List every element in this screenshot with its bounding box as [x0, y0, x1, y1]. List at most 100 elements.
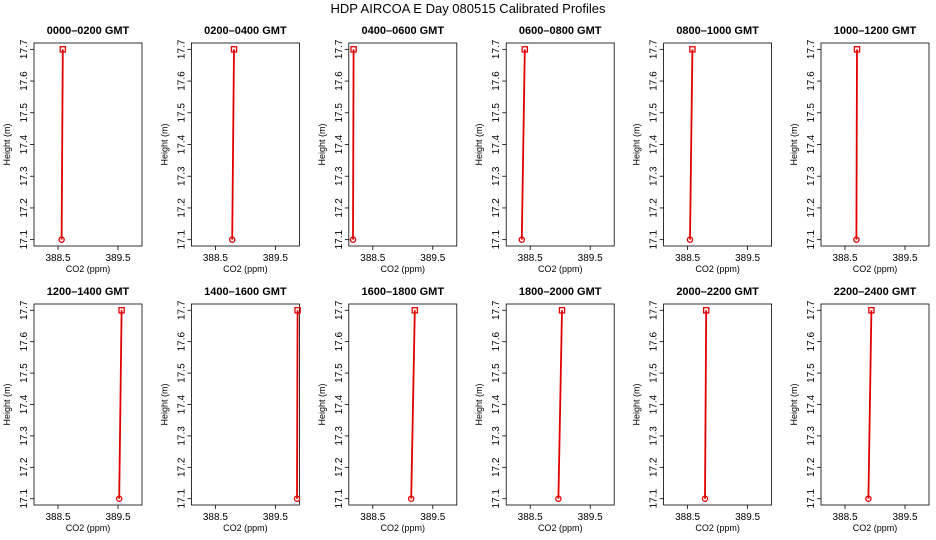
profile-panel: 0400–0600 GMT 388.5 389.5 17.1 17.2 17.3 17.4 1…	[317, 25, 458, 274]
x-tick-label: 388.5	[360, 512, 385, 523]
y-tick-label: 17.3	[649, 166, 660, 186]
y-tick-label: 17.3	[19, 166, 30, 186]
profile-line	[867, 310, 873, 499]
x-tick-label: 389.5	[105, 512, 130, 523]
y-tick-label: 17.5	[491, 363, 502, 383]
lower-height-point	[228, 236, 236, 243]
x-tick-label: 388.5	[518, 253, 543, 264]
y-axis-label: Height (m)	[2, 383, 12, 425]
y-axis-label: Height (m)	[159, 123, 169, 165]
y-tick-label: 17.1	[334, 489, 345, 509]
profile-line	[231, 49, 235, 240]
y-tick-label: 17.1	[491, 229, 502, 249]
profile-line	[352, 49, 355, 240]
panel-title: 0000–0200 GMT	[47, 25, 130, 37]
y-axis-label: Height (m)	[632, 383, 642, 425]
x-axis-label: CO2 (ppm)	[853, 523, 898, 533]
plot-frame	[348, 42, 458, 247]
y-tick-label: 17.2	[491, 457, 502, 477]
y-axis-label: Height (m)	[474, 383, 484, 425]
upper-height-point	[294, 307, 301, 314]
plot-frame	[190, 42, 300, 247]
x-tick-label: 389.5	[263, 253, 288, 264]
x-tick-label: 388.5	[675, 253, 700, 264]
y-tick-label: 17.4	[649, 394, 660, 414]
x-tick-label: 389.5	[892, 512, 917, 523]
y-tick-label: 17.1	[491, 489, 502, 509]
y-tick-label: 17.5	[176, 103, 187, 123]
y-tick-label: 17.2	[19, 198, 30, 218]
y-axis-label: Height (m)	[632, 123, 642, 165]
y-tick-label: 17.6	[806, 332, 817, 352]
y-axis-label: Height (m)	[474, 123, 484, 165]
lower-height-point	[518, 236, 526, 243]
y-tick-label: 17.1	[19, 489, 30, 509]
panel-grid: 0000–0200 GMT 388.5 389.5 17.1 17.2 17.3 17.4 1…	[2, 25, 930, 533]
x-tick-label: 388.5	[675, 512, 700, 523]
upper-height-point	[350, 46, 357, 53]
y-tick-label: 17.7	[176, 300, 187, 320]
x-tick-label: 388.5	[832, 512, 857, 523]
y-tick-label: 17.3	[176, 166, 187, 186]
upper-height-point	[702, 307, 710, 314]
y-tick-label: 17.6	[649, 71, 660, 91]
lower-height-point	[349, 236, 357, 243]
lower-height-point	[555, 495, 562, 502]
y-tick-label: 17.2	[334, 457, 345, 477]
x-tick-label: 389.5	[892, 253, 917, 264]
x-tick-label: 388.5	[518, 512, 543, 523]
profile-line	[118, 310, 123, 499]
y-axis-label: Height (m)	[2, 123, 12, 165]
plot-frame	[33, 42, 143, 247]
y-tick-label: 17.4	[176, 134, 187, 154]
plot-frame	[663, 42, 772, 247]
y-tick-label: 17.7	[19, 300, 30, 320]
y-tick-label: 17.4	[19, 134, 30, 154]
y-tick-label: 17.4	[649, 134, 660, 154]
profile-line	[557, 310, 563, 499]
y-tick-label: 17.3	[491, 166, 502, 186]
panel-title: 2200–2400 GMT	[834, 286, 917, 298]
plot-frame	[820, 42, 930, 247]
y-tick-label: 17.4	[334, 134, 345, 154]
x-tick-label: 389.5	[420, 253, 445, 264]
x-axis-label: CO2 (ppm)	[66, 264, 111, 274]
lower-height-point	[686, 236, 694, 243]
upper-height-point	[853, 46, 861, 53]
upper-height-point	[521, 46, 529, 53]
y-tick-label: 17.2	[649, 457, 660, 477]
profile-panel: 1200–1400 GMT 388.5 389.5 17.1 17.2 17.3 17.4 1…	[2, 286, 143, 533]
y-tick-label: 17.3	[334, 426, 345, 446]
panel-title: 0400–0600 GMT	[362, 25, 445, 37]
x-tick-label: 389.5	[105, 253, 130, 264]
lower-height-point	[115, 495, 123, 502]
y-tick-label: 17.4	[491, 134, 502, 154]
profile-line	[855, 49, 858, 240]
y-tick-label: 17.2	[176, 457, 187, 477]
y-tick-label: 17.5	[806, 103, 817, 123]
x-tick-label: 389.5	[578, 253, 603, 264]
panel-title: 1400–1600 GMT	[204, 286, 287, 298]
profile-line	[410, 310, 416, 499]
y-tick-label: 17.7	[19, 39, 30, 59]
y-tick-label: 17.5	[491, 103, 502, 123]
profile-panel: 1600–1800 GMT 388.5 389.5 17.1 17.2 17.3 17.4 1…	[317, 286, 458, 533]
plot-frame	[663, 303, 772, 506]
plot-frame	[33, 303, 143, 506]
panel-title: 1200–1400 GMT	[47, 286, 130, 298]
y-tick-label: 17.3	[491, 426, 502, 446]
y-tick-label: 17.3	[19, 426, 30, 446]
y-tick-label: 17.1	[19, 229, 30, 249]
profile-panel: 0200–0400 GMT 388.5 389.5 17.1 17.2 17.3 17.4 1…	[159, 25, 300, 274]
x-tick-label: 389.5	[735, 253, 760, 264]
x-axis-label: CO2 (ppm)	[853, 264, 898, 274]
y-tick-label: 17.6	[649, 332, 660, 352]
x-tick-label: 388.5	[203, 512, 228, 523]
profile-panel: 0800–1000 GMT 388.5 389.5 17.1 17.2 17.3 17.4 1…	[632, 25, 772, 274]
upper-height-point	[59, 46, 67, 53]
lower-height-point	[407, 495, 415, 502]
upper-height-point	[689, 46, 696, 53]
y-tick-label: 17.1	[649, 229, 660, 249]
y-tick-label: 17.4	[19, 394, 30, 414]
